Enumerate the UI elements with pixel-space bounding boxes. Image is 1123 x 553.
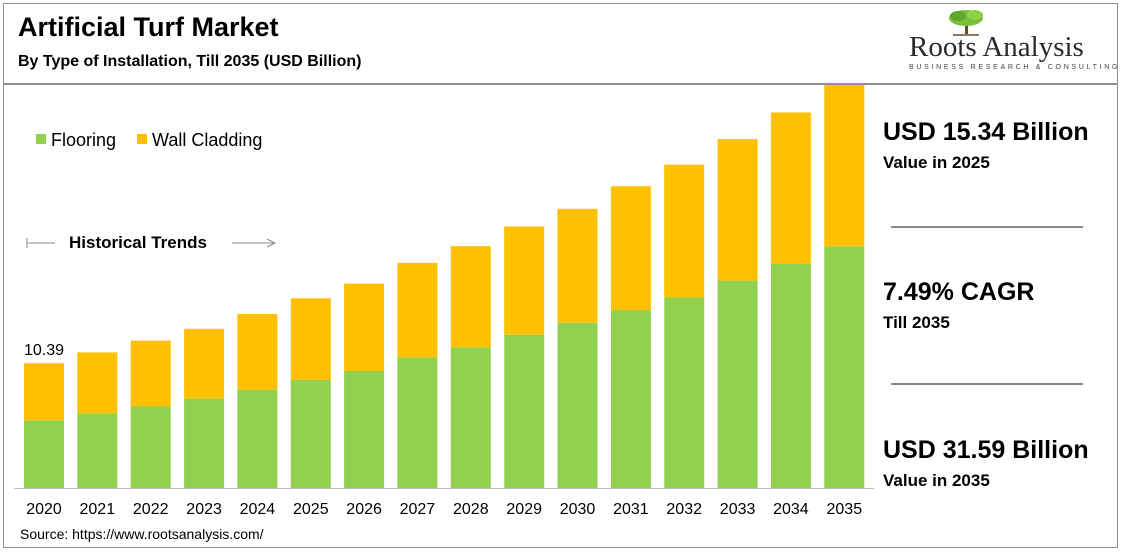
- bar-flooring-2032: [664, 297, 705, 488]
- bar-flooring-2025: [290, 379, 331, 488]
- bar-flooring-2029: [504, 334, 545, 488]
- x-tick-label-2023: 2023: [186, 501, 222, 518]
- annotation-arrow-head: [266, 238, 277, 248]
- bar-flooring-2024: [237, 389, 278, 488]
- chart-title: Artificial Turf Market: [18, 12, 279, 42]
- bar-wall-cladding-2021: [77, 352, 118, 414]
- bar-wall-cladding-2029: [504, 226, 545, 335]
- bar-flooring-2035: [824, 246, 865, 488]
- tree-icon: [949, 10, 983, 36]
- data-labels: 10.39: [24, 342, 64, 359]
- bar-wall-cladding-2027: [397, 262, 438, 358]
- bars-group: [14, 85, 875, 489]
- x-tick-label-2026: 2026: [346, 501, 382, 518]
- bar-flooring-2028: [450, 347, 491, 488]
- x-tick-label-2030: 2030: [560, 501, 596, 518]
- chart-subtitle: By Type of Installation, Till 2035 (USD …: [18, 53, 362, 70]
- x-tick-label-2024: 2024: [240, 501, 276, 518]
- kpi-cagr-amount: 7.49% CAGR: [883, 278, 1035, 306]
- bar-wall-cladding-2030: [557, 208, 598, 323]
- bar-wall-cladding-2022: [130, 340, 171, 407]
- stacked-bar-chart: 2020 2021 2022 2023 2024 2025 2026 2027 2028 2029…: [14, 85, 875, 518]
- x-tick-label-2032: 2032: [666, 501, 702, 518]
- bar-wall-cladding-2020: [24, 363, 64, 421]
- x-tick-label-2031: 2031: [613, 501, 649, 518]
- bar-flooring-2034: [770, 263, 811, 488]
- bar-wall-cladding-2028: [450, 246, 491, 348]
- x-tick-label-2020: 2020: [26, 501, 62, 518]
- bar-wall-cladding-2026: [344, 283, 385, 372]
- legend-label-flooring: Flooring: [51, 130, 116, 150]
- bar-wall-cladding-2034: [770, 112, 811, 264]
- historical-trends-annotation: Historical Trends: [26, 233, 277, 252]
- bar-wall-cladding-2031: [610, 186, 651, 310]
- bar-flooring-2026: [344, 371, 385, 488]
- x-tick-label-2034: 2034: [773, 501, 809, 518]
- data-label-2020: 10.39: [24, 342, 64, 359]
- bar-wall-cladding-2032: [664, 164, 705, 298]
- bar-wall-cladding-2024: [237, 314, 278, 390]
- source-note: Source: https://www.rootsanalysis.com/: [20, 526, 264, 542]
- kpi-value-2025-label: Value in 2025: [883, 153, 990, 172]
- bar-flooring-2023: [184, 398, 225, 488]
- bar-wall-cladding-2033: [717, 139, 758, 281]
- bar-flooring-2027: [397, 357, 438, 488]
- bar-flooring-2033: [717, 280, 758, 488]
- bar-flooring-2020: [24, 420, 64, 488]
- x-tick-label-2033: 2033: [720, 501, 756, 518]
- kpi-separator: [891, 383, 1083, 385]
- x-tick-label-2028: 2028: [453, 501, 489, 518]
- x-tick-label-2035: 2035: [827, 501, 863, 518]
- x-tick-label-2027: 2027: [400, 501, 436, 518]
- x-tick-label-2029: 2029: [506, 501, 542, 518]
- legend-swatch-wall-cladding: [137, 134, 147, 144]
- x-axis-ticks: 2020 2021 2022 2023 2024 2025 2026 2027 2028 2029…: [26, 501, 862, 518]
- bar-flooring-2031: [610, 310, 651, 488]
- annotation-text: Historical Trends: [69, 233, 207, 252]
- kpi-value-2025: USD 15.34 Billion Value in 2025: [883, 118, 1089, 173]
- legend: Flooring Wall Cladding: [36, 130, 262, 150]
- legend-label-wall-cladding: Wall Cladding: [152, 130, 262, 150]
- bar-wall-cladding-2025: [290, 298, 331, 380]
- roots-analysis-logo: Roots Analysis BUSINESS RESEARCH & CONSU…: [903, 8, 1117, 78]
- legend-swatch-flooring: [36, 134, 46, 144]
- x-tick-label-2022: 2022: [133, 501, 169, 518]
- x-tick-label-2021: 2021: [80, 501, 116, 518]
- bar-flooring-2022: [130, 406, 171, 488]
- logo-tagline: BUSINESS RESEARCH & CONSULTING: [909, 64, 1121, 71]
- logo-name: Roots Analysis: [909, 31, 1084, 63]
- kpi-separator: [891, 226, 1083, 228]
- kpi-value-2035-amount: USD 31.59 Billion: [883, 436, 1089, 464]
- bar-wall-cladding-2035: [824, 85, 865, 247]
- kpi-value-2025-amount: USD 15.34 Billion: [883, 118, 1089, 146]
- kpi-value-2035: USD 31.59 Billion Value in 2035: [883, 436, 1089, 491]
- x-tick-label-2025: 2025: [293, 501, 329, 518]
- kpi-cagr-label: Till 2035: [883, 313, 950, 332]
- header-band: [3, 3, 1118, 85]
- bar-wall-cladding-2023: [184, 328, 225, 399]
- bar-flooring-2030: [557, 322, 598, 488]
- kpi-cagr: 7.49% CAGR Till 2035: [883, 278, 1034, 333]
- kpi-value-2035-label: Value in 2035: [883, 471, 990, 490]
- bar-flooring-2021: [77, 413, 118, 488]
